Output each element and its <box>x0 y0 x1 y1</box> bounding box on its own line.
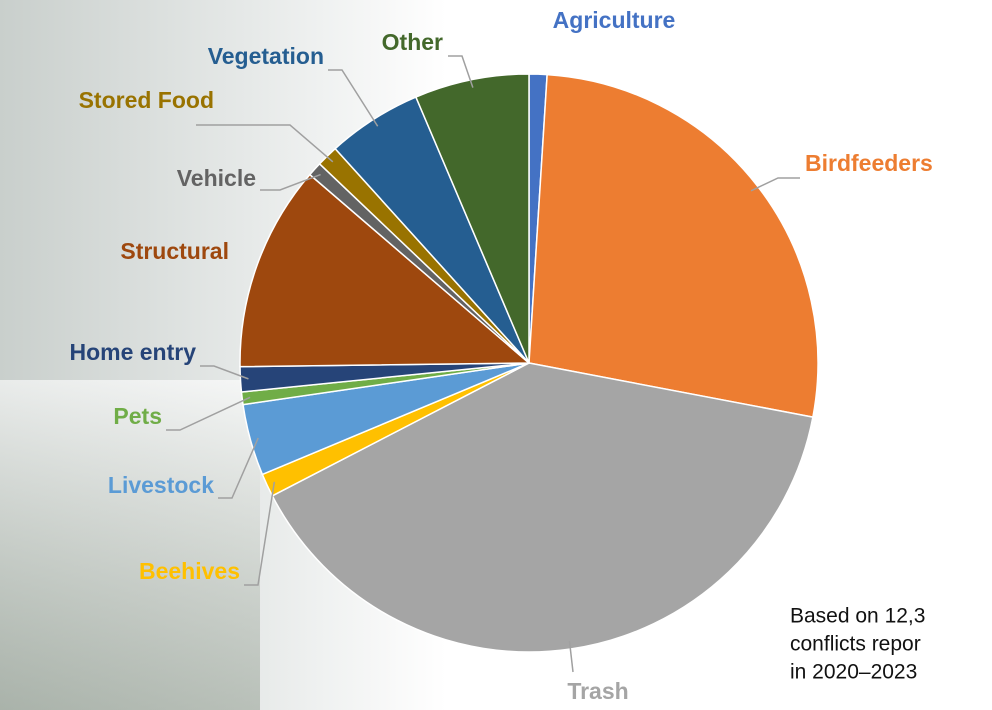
leader-line <box>750 177 800 192</box>
slice-label: Stored Food <box>79 87 214 113</box>
slice-label: Vegetation <box>208 43 324 69</box>
slice-label: Birdfeeders <box>805 150 933 176</box>
leader-line <box>568 640 574 673</box>
slice-label: Home entry <box>69 339 196 365</box>
pie-slice <box>528 73 819 419</box>
leader-line <box>196 124 334 163</box>
leader-line <box>328 69 379 127</box>
leader-line <box>200 365 249 380</box>
leader-line <box>260 173 321 191</box>
leader-line <box>218 437 259 499</box>
slice-label: Livestock <box>108 472 214 498</box>
leader-line <box>166 396 251 431</box>
slice-label: Structural <box>120 238 229 264</box>
leader-line <box>244 481 276 586</box>
slice-label: Vehicle <box>177 165 256 191</box>
slice-label: Other <box>382 29 443 55</box>
pie-slice <box>414 73 530 364</box>
background-trees <box>0 380 260 710</box>
slice-label: Pets <box>113 403 162 429</box>
slice-label: Agriculture <box>553 7 676 33</box>
pie-slice <box>239 173 531 368</box>
slice-label: Trash <box>567 678 628 704</box>
leader-line <box>448 55 474 88</box>
annotation: Based on 12,3 <box>790 605 925 628</box>
annotation: conflicts repor <box>790 633 921 656</box>
slice-label: Beehives <box>139 558 240 584</box>
annotation: in 2020–2023 <box>790 661 917 684</box>
